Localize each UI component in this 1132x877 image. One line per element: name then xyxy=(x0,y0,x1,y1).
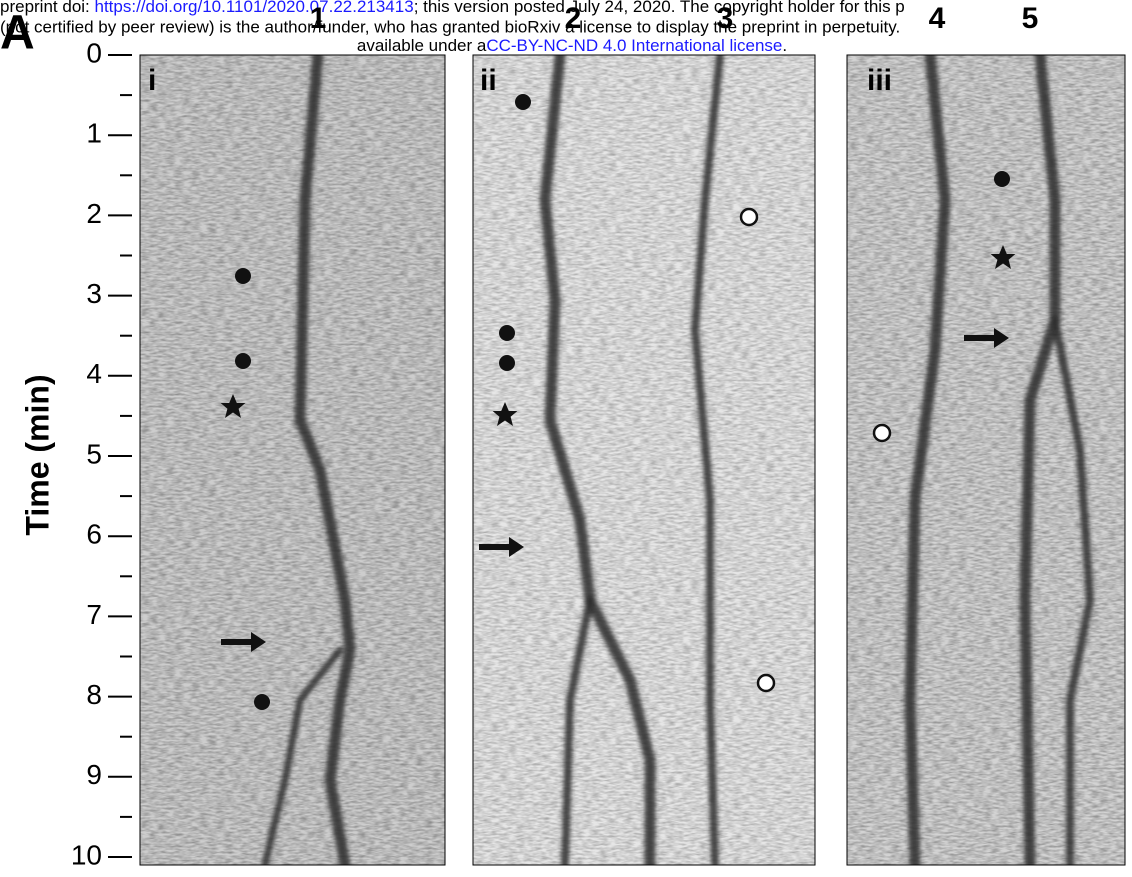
tick-label: 4 xyxy=(86,358,102,389)
axis-label: Time (min) xyxy=(19,374,55,535)
track-label: 2 xyxy=(565,2,582,35)
kymograph-ii xyxy=(473,55,815,865)
tick-label: 10 xyxy=(71,839,102,870)
tick-label: 5 xyxy=(86,438,102,469)
header-line: available under aCC-BY-NC-ND 4.0 Interna… xyxy=(357,36,787,55)
header-line: preprint doi: https://doi.org/10.1101/20… xyxy=(0,0,905,16)
track-label: 4 xyxy=(929,2,946,35)
tick-label: 3 xyxy=(86,278,102,309)
annotations xyxy=(220,94,1016,710)
tick-label: 0 xyxy=(86,37,102,68)
header-line: (not certified by peer review) is the au… xyxy=(0,17,900,36)
panel-label: iii xyxy=(867,64,892,97)
tick-label: 1 xyxy=(86,118,102,149)
license-link[interactable]: CC-BY-NC-ND 4.0 International license xyxy=(486,36,782,55)
panel-label: ii xyxy=(480,64,497,97)
tick-label: 7 xyxy=(86,599,102,630)
kymograph-i xyxy=(140,55,445,865)
tick-label: 8 xyxy=(86,679,102,710)
panel-letter: A xyxy=(0,7,35,60)
tick-label: 9 xyxy=(86,759,102,790)
panel-label: i xyxy=(148,64,156,97)
tick-label: 2 xyxy=(86,198,102,229)
kymograph-iii xyxy=(847,55,1125,865)
tick-label: 6 xyxy=(86,519,102,550)
track-label: 5 xyxy=(1022,2,1039,35)
track-label: 1 xyxy=(310,2,327,35)
track-label: 3 xyxy=(717,2,734,35)
doi-link[interactable]: https://doi.org/10.1101/2020.07.22.21341… xyxy=(95,0,414,16)
